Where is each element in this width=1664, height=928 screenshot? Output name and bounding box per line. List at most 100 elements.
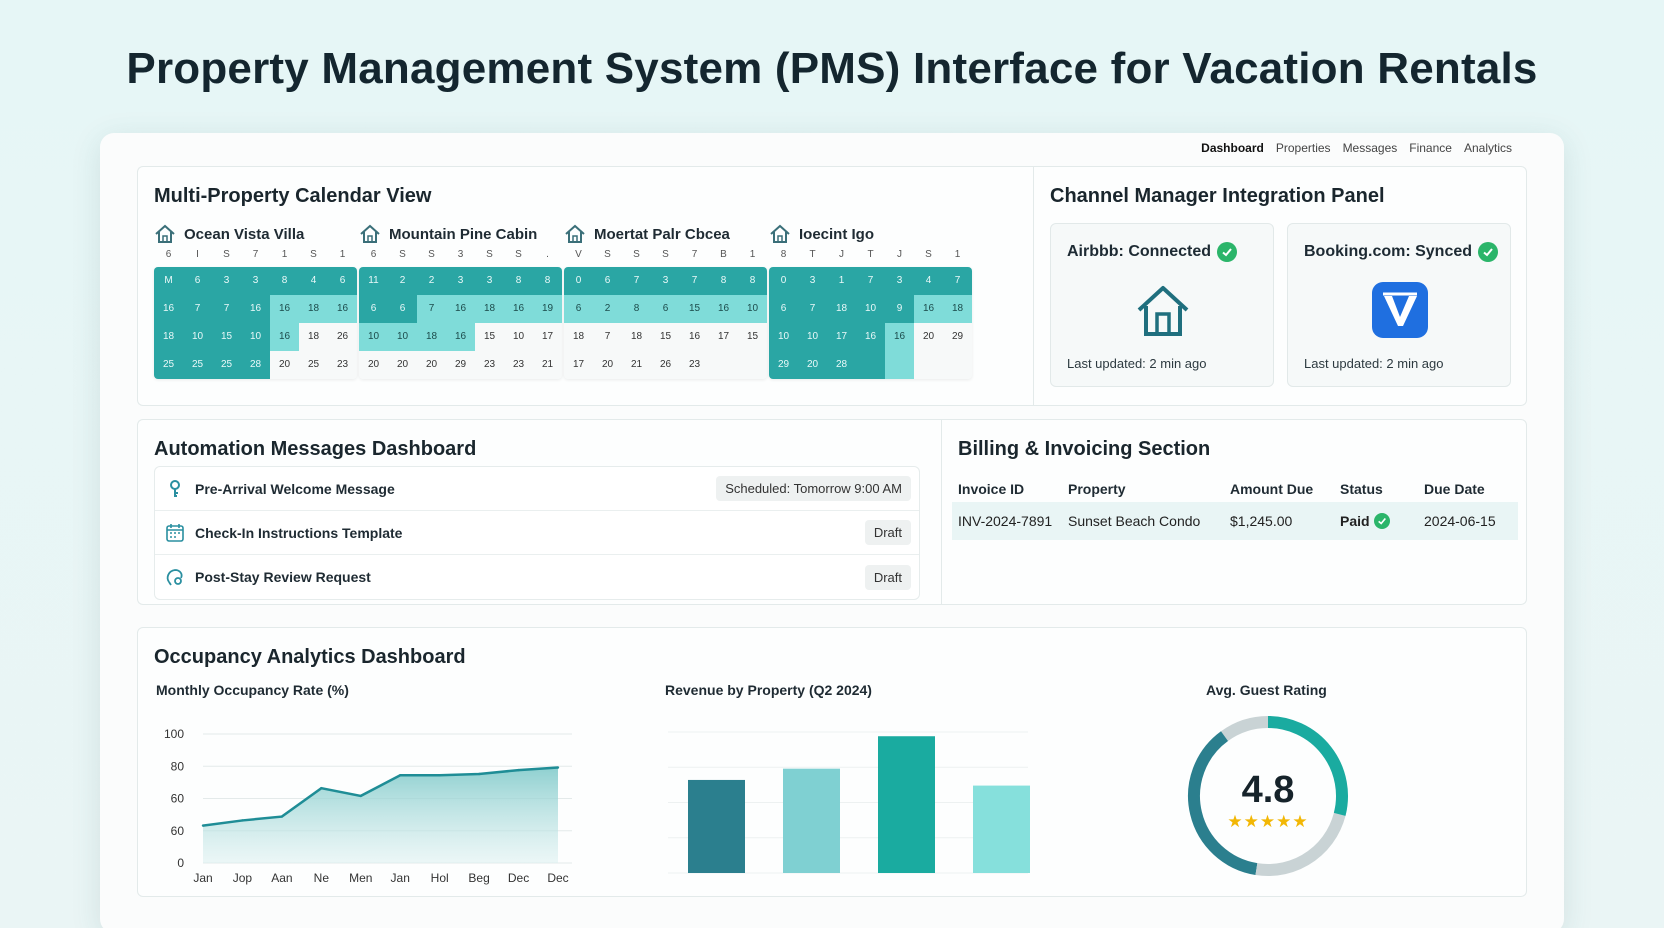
calendar-day-cell[interactable]: 7 — [183, 295, 212, 323]
calendar-day-cell[interactable]: 10 — [769, 323, 798, 351]
calendar-day-cell[interactable]: 18 — [943, 295, 972, 323]
calendar-day-cell[interactable] — [914, 351, 943, 379]
calendar-day-cell[interactable]: 16 — [270, 323, 299, 351]
calendar-day-cell[interactable]: 7 — [680, 267, 709, 295]
calendar-day-cell[interactable]: 3 — [475, 267, 504, 295]
nav-analytics[interactable]: Analytics — [1463, 141, 1512, 155]
calendar-day-cell[interactable]: 1 — [827, 267, 856, 295]
calendar-day-cell[interactable]: 21 — [533, 351, 562, 379]
calendar-day-cell[interactable]: 16 — [154, 295, 183, 323]
calendar-day-cell[interactable]: 16 — [328, 295, 357, 323]
calendar-day-cell[interactable]: 17 — [564, 351, 593, 379]
calendar-day-cell[interactable]: 29 — [446, 351, 475, 379]
calendar-day-cell[interactable]: 20 — [270, 351, 299, 379]
calendar-day-cell[interactable]: 0 — [769, 267, 798, 295]
calendar-day-cell[interactable]: 18 — [417, 323, 446, 351]
calendar-day-cell[interactable]: 16 — [446, 295, 475, 323]
calendar-day-cell[interactable]: 7 — [417, 295, 446, 323]
calendar-day-cell[interactable]: 15 — [738, 323, 767, 351]
calendar-day-cell[interactable]: 29 — [943, 323, 972, 351]
calendar-day-cell[interactable]: 8 — [622, 295, 651, 323]
calendar-day-cell[interactable]: 18 — [564, 323, 593, 351]
list-item[interactable]: Pre-Arrival Welcome Message Scheduled: T… — [155, 467, 919, 511]
calendar-day-cell[interactable]: 2 — [388, 267, 417, 295]
calendar-day-cell[interactable]: 3 — [212, 267, 241, 295]
calendar-day-cell[interactable]: 18 — [475, 295, 504, 323]
calendar-day-cell[interactable]: 20 — [388, 351, 417, 379]
calendar-day-cell[interactable]: 23 — [328, 351, 357, 379]
calendar-day-cell[interactable]: 3 — [446, 267, 475, 295]
calendar-day-cell[interactable]: 6 — [564, 295, 593, 323]
calendar-day-cell[interactable] — [943, 351, 972, 379]
calendar-day-cell[interactable]: 21 — [622, 351, 651, 379]
calendar-day-cell[interactable]: 2 — [593, 295, 622, 323]
calendar-day-cell[interactable] — [885, 351, 914, 379]
calendar-day-cell[interactable]: 10 — [183, 323, 212, 351]
calendar-day-cell[interactable]: 18 — [299, 295, 328, 323]
calendar-day-cell[interactable]: 2 — [417, 267, 446, 295]
calendar-day-cell[interactable]: 7 — [856, 267, 885, 295]
calendar-day-cell[interactable]: 18 — [622, 323, 651, 351]
calendar-day-cell[interactable]: 16 — [241, 295, 270, 323]
calendar-day-cell[interactable]: 6 — [359, 295, 388, 323]
calendar-day-cell[interactable]: 11 — [359, 267, 388, 295]
calendar-day-cell[interactable]: 7 — [943, 267, 972, 295]
calendar-day-cell[interactable]: 23 — [504, 351, 533, 379]
calendar-day-cell[interactable]: 3 — [798, 267, 827, 295]
calendar-day-cell[interactable]: 7 — [212, 295, 241, 323]
calendar-day-cell[interactable]: 20 — [359, 351, 388, 379]
calendar-day-cell[interactable]: 25 — [154, 351, 183, 379]
calendar-day-cell[interactable]: 25 — [299, 351, 328, 379]
calendar-day-cell[interactable] — [709, 351, 738, 379]
calendar-day-cell[interactable]: 18 — [154, 323, 183, 351]
calendar-day-cell[interactable]: 17 — [533, 323, 562, 351]
calendar-day-cell[interactable]: 16 — [885, 323, 914, 351]
calendar-day-cell[interactable]: 8 — [709, 267, 738, 295]
nav-finance[interactable]: Finance — [1409, 141, 1452, 155]
calendar-day-cell[interactable]: 28 — [241, 351, 270, 379]
calendar-day-cell[interactable]: 16 — [270, 295, 299, 323]
channel-card-booking[interactable]: Booking.com: Synced Last updated: 2 min … — [1287, 223, 1511, 387]
calendar-day-cell[interactable]: 16 — [914, 295, 943, 323]
calendar-day-cell[interactable]: 20 — [593, 351, 622, 379]
calendar-day-cell[interactable]: 3 — [885, 267, 914, 295]
calendar-day-cell[interactable]: 3 — [241, 267, 270, 295]
calendar-day-cell[interactable]: 15 — [475, 323, 504, 351]
calendar-day-cell[interactable]: 10 — [359, 323, 388, 351]
calendar-day-cell[interactable]: 16 — [446, 323, 475, 351]
revenue-bar[interactable] — [783, 768, 840, 873]
nav-dashboard[interactable]: Dashboard — [1201, 141, 1264, 155]
calendar-day-cell[interactable]: 15 — [651, 323, 680, 351]
calendar-day-cell[interactable]: 16 — [680, 323, 709, 351]
calendar-day-cell[interactable]: 23 — [680, 351, 709, 379]
calendar-day-cell[interactable]: 17 — [827, 323, 856, 351]
calendar-day-cell[interactable]: 10 — [388, 323, 417, 351]
calendar-day-cell[interactable]: 23 — [475, 351, 504, 379]
calendar-day-cell[interactable]: 4 — [299, 267, 328, 295]
table-row[interactable]: INV-2024-7891 Sunset Beach Condo $1,245.… — [952, 502, 1518, 540]
calendar-day-cell[interactable]: 8 — [504, 267, 533, 295]
calendar-day-cell[interactable]: 20 — [798, 351, 827, 379]
list-item[interactable]: Post-Stay Review Request Draft — [155, 555, 919, 599]
nav-messages[interactable]: Messages — [1342, 141, 1398, 155]
calendar-day-cell[interactable]: 10 — [856, 295, 885, 323]
calendar-day-cell[interactable]: 28 — [827, 351, 856, 379]
calendar-day-cell[interactable] — [856, 351, 885, 379]
calendar-day-cell[interactable]: 18 — [827, 295, 856, 323]
calendar-day-cell[interactable]: 10 — [738, 295, 767, 323]
calendar-day-cell[interactable]: 7 — [622, 267, 651, 295]
list-item[interactable]: Check-In Instructions Template Draft — [155, 511, 919, 555]
calendar-day-cell[interactable]: 8 — [738, 267, 767, 295]
calendar-day-cell[interactable]: 16 — [709, 295, 738, 323]
calendar-day-cell[interactable]: 19 — [533, 295, 562, 323]
calendar-day-cell[interactable]: 25 — [183, 351, 212, 379]
calendar-day-cell[interactable]: 16 — [504, 295, 533, 323]
calendar-day-cell[interactable]: 18 — [299, 323, 328, 351]
calendar-day-cell[interactable]: 6 — [769, 295, 798, 323]
calendar-day-cell[interactable]: M — [154, 267, 183, 295]
revenue-bar[interactable] — [878, 736, 935, 873]
channel-card-airbnb[interactable]: Airbbb: Connected Last updated: 2 min ag… — [1050, 223, 1274, 387]
revenue-bar[interactable] — [973, 785, 1030, 873]
calendar-day-cell[interactable]: 6 — [593, 267, 622, 295]
calendar-day-cell[interactable]: 0 — [564, 267, 593, 295]
